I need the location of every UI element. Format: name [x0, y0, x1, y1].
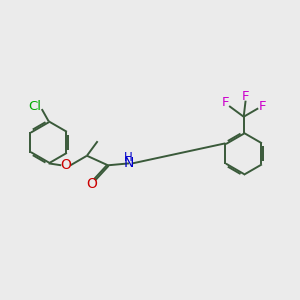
Text: O: O — [86, 177, 97, 191]
Text: O: O — [60, 158, 71, 172]
Text: Cl: Cl — [28, 100, 41, 113]
Text: F: F — [242, 90, 249, 103]
Text: F: F — [222, 97, 229, 110]
Text: H: H — [124, 151, 133, 164]
Text: F: F — [258, 100, 266, 112]
Text: N: N — [123, 156, 134, 170]
